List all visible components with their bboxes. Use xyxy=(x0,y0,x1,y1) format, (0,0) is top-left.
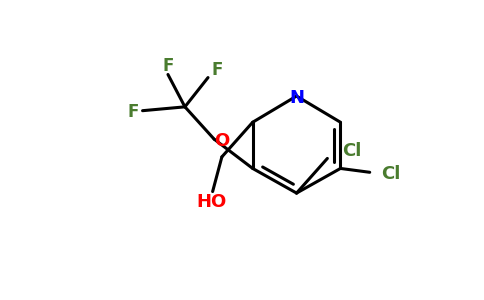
Text: Cl: Cl xyxy=(342,142,362,160)
Text: F: F xyxy=(128,103,139,121)
Text: F: F xyxy=(212,61,223,79)
Text: N: N xyxy=(289,88,304,106)
Text: O: O xyxy=(214,133,229,151)
Text: F: F xyxy=(162,57,174,75)
Text: Cl: Cl xyxy=(381,165,401,183)
Text: HO: HO xyxy=(196,193,226,211)
